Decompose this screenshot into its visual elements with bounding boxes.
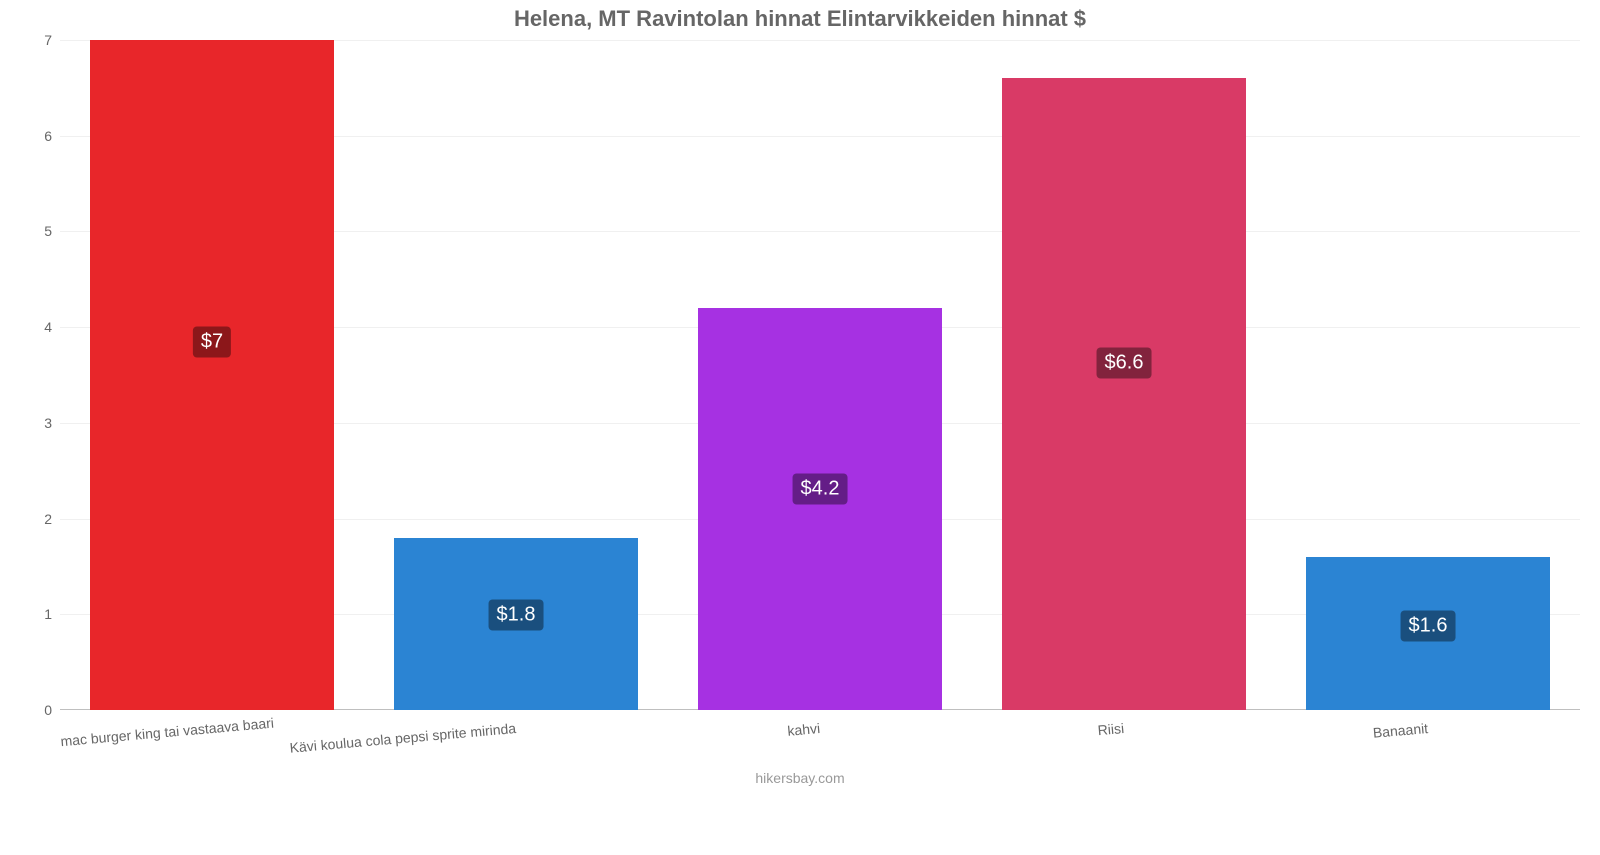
y-tick-label: 4 <box>44 319 60 335</box>
y-tick-label: 5 <box>44 223 60 239</box>
bar-value-label: $1.6 <box>1401 610 1456 641</box>
y-tick-label: 6 <box>44 128 60 144</box>
x-category-label: mac burger king tai vastaava baari <box>60 720 213 749</box>
y-tick-label: 0 <box>44 702 60 718</box>
price-bar-chart: Helena, MT Ravintolan hinnat Elintarvikk… <box>0 0 1600 800</box>
y-tick-label: 7 <box>44 32 60 48</box>
bar <box>698 308 941 710</box>
chart-footer: hikersbay.com <box>0 770 1600 786</box>
chart-title: Helena, MT Ravintolan hinnat Elintarvikk… <box>0 6 1600 32</box>
bar-value-label: $6.6 <box>1097 347 1152 378</box>
bar <box>90 40 333 710</box>
bar-value-label: $4.2 <box>793 473 848 504</box>
y-tick-label: 2 <box>44 511 60 527</box>
plot-area: 01234567$7mac burger king tai vastaava b… <box>60 40 1580 710</box>
y-tick-label: 3 <box>44 415 60 431</box>
bar <box>1002 78 1245 710</box>
bar-value-label: $7 <box>193 326 231 357</box>
bar-value-label: $1.8 <box>489 600 544 631</box>
y-tick-label: 1 <box>44 606 60 622</box>
